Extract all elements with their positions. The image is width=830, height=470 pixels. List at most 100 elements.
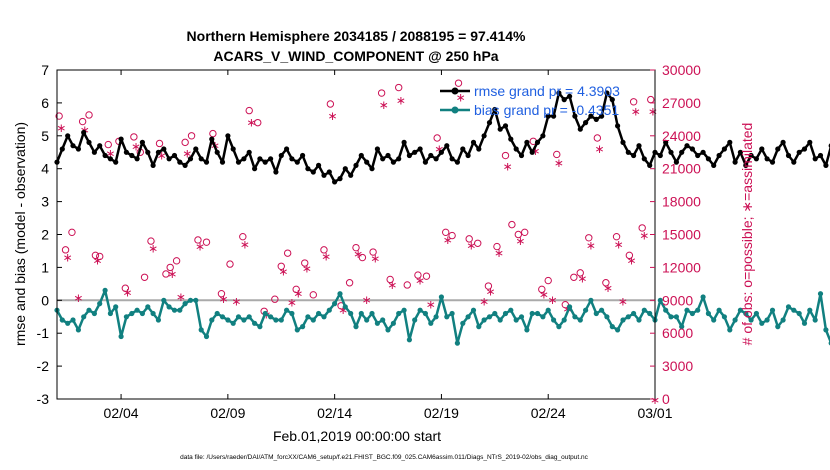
rmse-point <box>689 146 696 152</box>
x-tick-label: 02/19 <box>424 405 459 421</box>
possible-obs-marker <box>474 239 482 247</box>
bias-point <box>732 317 738 323</box>
possible-obs-marker <box>395 83 403 92</box>
rmse-point <box>625 149 631 155</box>
bias-point <box>118 333 124 340</box>
obs-count-markers: ∗∗ ∗∗∗∗∗∗∗∗∗∗∗∗∗∗∗∗∗∗∗∗ ∗∗∗∗∗∗∗∗∗∗∗∗∗∗∗∗∗∗… <box>55 79 660 407</box>
bias-point <box>193 297 199 303</box>
rmse-point <box>257 156 263 162</box>
rmse-point <box>620 139 626 145</box>
possible-obs-marker <box>162 270 170 278</box>
bias-point <box>81 314 87 320</box>
rmse-point <box>193 146 199 152</box>
possible-obs-marker <box>352 243 360 252</box>
x-tick-label: 03/01 <box>637 405 672 421</box>
rmse-point <box>759 146 765 152</box>
bias-point <box>753 310 760 317</box>
bias-point <box>369 310 375 317</box>
rmse-point <box>465 152 471 159</box>
bias-point <box>481 317 487 323</box>
rmse-point <box>348 172 354 178</box>
possible-obs-marker <box>326 100 335 108</box>
bias-point <box>380 317 386 323</box>
rmse-point <box>102 152 108 159</box>
rmse-bias-lines <box>54 90 830 346</box>
assimilated-obs-marker: ∗ <box>396 94 406 108</box>
bias-point <box>807 307 813 313</box>
rmse-point <box>732 159 738 165</box>
bias-point <box>599 307 605 313</box>
x-tick-label: 02/14 <box>317 405 352 421</box>
rmse-point <box>278 152 284 159</box>
possible-obs-marker <box>55 112 63 120</box>
bias-point <box>476 324 482 330</box>
assimilated-obs-marker: ∗ <box>370 252 380 266</box>
rmse-point <box>551 113 557 119</box>
bias-point <box>518 314 525 320</box>
bias-point <box>540 314 546 320</box>
possible-obs-marker <box>283 249 292 257</box>
bias-point <box>785 304 792 310</box>
assimilated-obs-marker: ∗ <box>479 294 489 308</box>
rmse-point <box>161 146 167 152</box>
bias-point <box>422 310 428 317</box>
legend-rmse-label: rmse grand pr = 4.3903 <box>474 83 620 99</box>
possible-obs-marker <box>194 236 202 244</box>
rmse-point <box>449 156 455 162</box>
bias-point <box>812 317 818 323</box>
rmse-point <box>753 156 760 162</box>
assimilated-obs-marker: ∗ <box>639 229 649 243</box>
possible-obs-marker <box>345 279 354 287</box>
rmse-point <box>460 146 466 152</box>
y-right-axis-label: # of obs: o=possible; ∗=assimilated <box>739 123 755 346</box>
rmse-point <box>583 120 589 126</box>
rmse-point <box>721 146 728 152</box>
possible-obs-marker <box>638 224 646 232</box>
rmse-point <box>737 149 744 155</box>
y-right-tick-label: 3000 <box>662 358 693 374</box>
rmse-point <box>65 133 71 139</box>
assimilated-obs-marker: ∗ <box>547 293 557 307</box>
rmse-point <box>268 156 274 162</box>
possible-obs-marker <box>217 290 226 298</box>
assimilated-obs-marker: ∗ <box>614 237 624 251</box>
rmse-point <box>817 152 824 159</box>
bias-point <box>241 317 247 323</box>
plot-area <box>57 70 655 399</box>
chart-title-line-1: Northern Hemisphere 2034185 / 2088195 = … <box>187 28 526 44</box>
bias-point <box>219 314 226 320</box>
rmse-point <box>369 166 375 172</box>
rmse-point <box>203 159 210 165</box>
assimilated-obs-marker: ∗ <box>176 290 186 304</box>
assimilated-obs-marker: ∗ <box>246 116 256 130</box>
rmse-point <box>716 152 722 159</box>
rmse-point <box>492 106 498 113</box>
chart-title-line-2: ACARS_V_WIND_COMPONENT @ 250 hPa <box>213 48 498 64</box>
possible-obs-marker <box>465 235 473 243</box>
bias-point <box>737 307 744 313</box>
bias-point <box>561 317 567 323</box>
rmse-point <box>577 126 583 132</box>
y-right-tick-label: 30000 <box>662 62 701 78</box>
bias-point <box>556 324 562 330</box>
rmse-point <box>252 166 258 172</box>
rmse-point <box>556 90 562 96</box>
rmse-point <box>107 156 113 162</box>
assimilated-obs-marker: ∗ <box>443 233 453 247</box>
bias-point <box>417 307 423 313</box>
bias-point <box>182 301 188 307</box>
bias-point <box>91 310 97 317</box>
rmse-point <box>438 149 444 155</box>
assimilated-obs-marker: ∗ <box>539 288 549 302</box>
possible-obs-marker <box>538 285 546 294</box>
assimilated-obs-marker: ∗ <box>182 146 192 160</box>
bias-point <box>252 320 258 326</box>
possible-obs-marker <box>414 271 422 279</box>
bias-point <box>695 307 701 313</box>
bias-point <box>337 291 343 297</box>
possible-obs-marker <box>301 259 309 267</box>
bias-point <box>684 307 690 313</box>
bias-point <box>673 314 680 320</box>
rmse-point <box>219 159 226 165</box>
assimilated-obs-marker: ∗ <box>167 267 177 281</box>
